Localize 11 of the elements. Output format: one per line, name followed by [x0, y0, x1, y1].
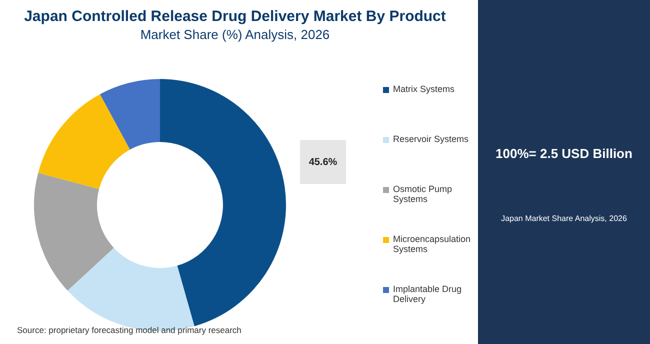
legend-label: Microencapsulation Systems	[393, 234, 472, 254]
text: 100%= 2.5 USD Billion	[494, 146, 634, 161]
legend-label: Reservoir Systems	[393, 134, 469, 144]
source-note: Source: proprietary forecasting model and primary research	[17, 325, 242, 335]
chart-title: Japan Controlled Release Drug Delivery Market By Product	[23, 8, 447, 25]
chart-subtitle: Market Share (%) Analysis, 2026	[139, 27, 331, 42]
text: Japan Market Share Analysis, 2026	[500, 214, 628, 223]
data-label: 45.6%	[300, 140, 346, 184]
legend-label: Matrix Systems	[393, 84, 455, 94]
legend-label: Osmotic Pump Systems	[393, 184, 454, 204]
legend-label: Implantable Drug Delivery	[393, 284, 463, 304]
